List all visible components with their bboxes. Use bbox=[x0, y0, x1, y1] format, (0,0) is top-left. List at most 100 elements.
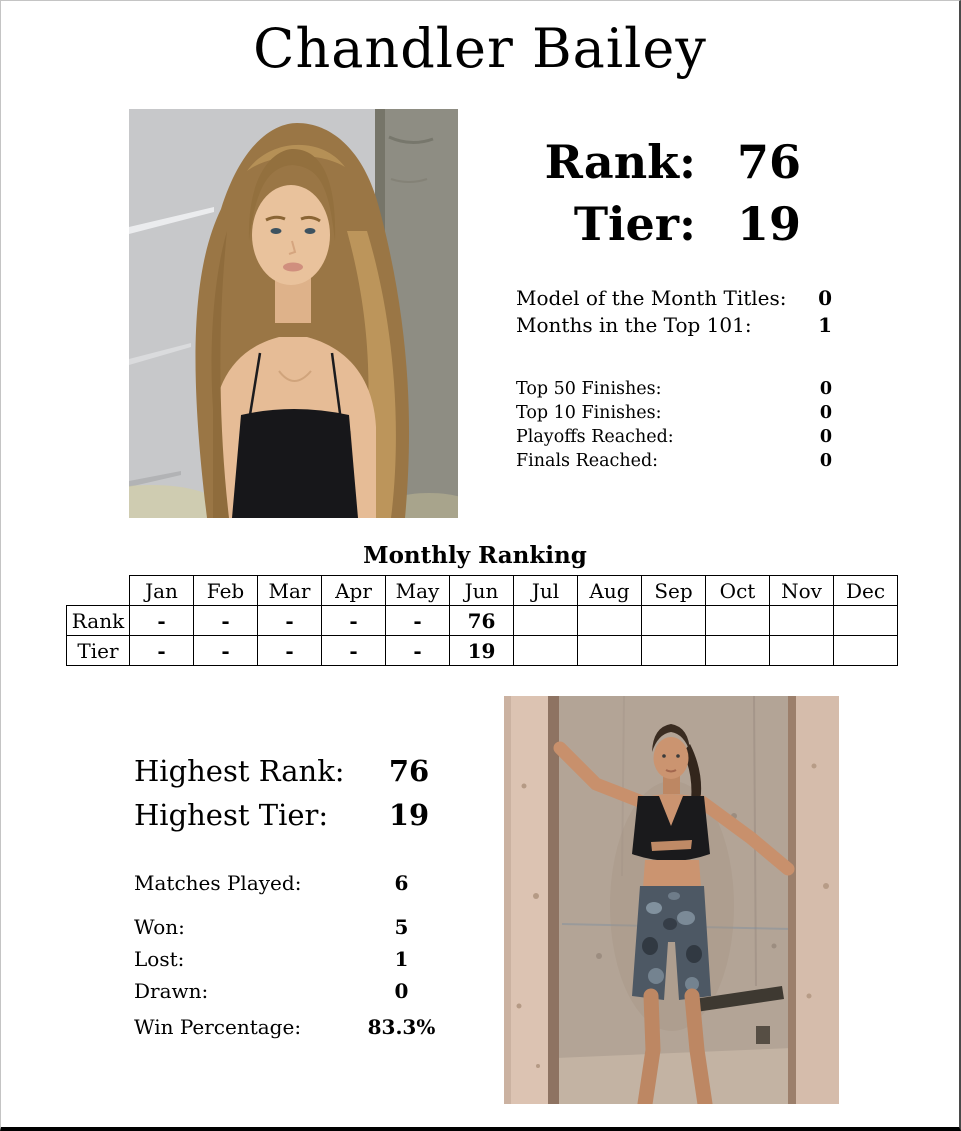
highest-tier-label: Highest Tier: bbox=[134, 798, 329, 832]
rank-cell: 76 bbox=[449, 605, 514, 636]
rank-value: 76 bbox=[736, 135, 801, 189]
portrait-photo-art bbox=[129, 109, 458, 518]
stat-label: Matches Played: bbox=[134, 871, 302, 895]
career-stats-primary: Model of the Month Titles: 0 Months in t… bbox=[516, 285, 832, 339]
rank-label: Rank: bbox=[544, 135, 696, 189]
rank-cell bbox=[513, 605, 578, 636]
rank-cell bbox=[769, 605, 834, 636]
rank-row: Rank: 76 bbox=[501, 131, 801, 193]
stat-value: 6 bbox=[394, 871, 409, 895]
stat-value: 83.3% bbox=[367, 1015, 436, 1039]
tier-label: Tier: bbox=[573, 197, 696, 251]
highest-tier-value: 19 bbox=[388, 798, 430, 832]
stat-row: Top 50 Finishes: 0 bbox=[516, 377, 832, 401]
tier-value: 19 bbox=[736, 197, 801, 251]
stat-row: Months in the Top 101: 1 bbox=[516, 312, 832, 339]
rank-cell bbox=[641, 605, 706, 636]
highest-panel: Highest Rank: 76 Highest Tier: 19 bbox=[134, 749, 449, 837]
tier-cell bbox=[513, 635, 578, 666]
stat-label: Drawn: bbox=[134, 979, 209, 1003]
stat-label: Top 10 Finishes: bbox=[516, 403, 662, 423]
month-header: Jun bbox=[449, 575, 514, 606]
full-body-photo-art bbox=[504, 696, 839, 1104]
month-header: Dec bbox=[833, 575, 898, 606]
rank-tier-panel: Rank: 76 Tier: 19 bbox=[501, 131, 801, 255]
tier-cell bbox=[769, 635, 834, 666]
month-header: Nov bbox=[769, 575, 834, 606]
month-header: Feb bbox=[193, 575, 258, 606]
row-label: Rank bbox=[66, 605, 130, 636]
stat-row: Drawn: 0 bbox=[134, 979, 444, 1003]
table-header-row: Jan Feb Mar Apr May Jun Jul Aug Sep Oct … bbox=[67, 575, 898, 606]
stat-value: 5 bbox=[394, 915, 409, 939]
monthly-ranking-title: Monthly Ranking bbox=[363, 542, 587, 569]
stat-label: Lost: bbox=[134, 947, 185, 971]
tier-cell bbox=[833, 635, 898, 666]
stat-row: Top 10 Finishes: 0 bbox=[516, 401, 832, 425]
stat-value: 0 bbox=[819, 403, 832, 423]
month-header: Aug bbox=[577, 575, 642, 606]
rank-cell: - bbox=[257, 605, 322, 636]
tier-cell bbox=[577, 635, 642, 666]
stat-value: 0 bbox=[394, 979, 409, 1003]
stat-label: Won: bbox=[134, 915, 185, 939]
month-header: Jan bbox=[129, 575, 194, 606]
rank-cell: - bbox=[321, 605, 386, 636]
tier-cell: 19 bbox=[449, 635, 514, 666]
stat-row: Win Percentage: 83.3% bbox=[134, 1015, 444, 1039]
rank-cell: - bbox=[129, 605, 194, 636]
stat-row: Model of the Month Titles: 0 bbox=[516, 285, 832, 312]
tier-cell: - bbox=[321, 635, 386, 666]
highest-rank-value: 76 bbox=[388, 754, 430, 788]
month-header: Mar bbox=[257, 575, 322, 606]
month-header: Oct bbox=[705, 575, 770, 606]
career-stats-secondary: Top 50 Finishes: 0 Top 10 Finishes: 0 Pl… bbox=[516, 377, 832, 473]
tier-cell: - bbox=[385, 635, 450, 666]
tier-cell bbox=[705, 635, 770, 666]
stat-value: 1 bbox=[394, 947, 409, 971]
stat-value: 0 bbox=[819, 427, 832, 447]
highest-tier-row: Highest Tier: 19 bbox=[134, 793, 449, 837]
rank-table-row: Rank - - - - - 76 bbox=[66, 605, 898, 636]
full-body-photo bbox=[504, 696, 839, 1104]
month-header: Sep bbox=[641, 575, 706, 606]
stat-value: 0 bbox=[818, 286, 832, 310]
stat-label: Top 50 Finishes: bbox=[516, 379, 662, 399]
rank-cell: - bbox=[385, 605, 450, 636]
stat-row: Matches Played: 6 bbox=[134, 871, 444, 895]
rank-cell bbox=[705, 605, 770, 636]
tier-row: Tier: 19 bbox=[501, 193, 801, 255]
stat-label: Playoffs Reached: bbox=[516, 427, 674, 447]
month-header: Apr bbox=[321, 575, 386, 606]
stat-label: Months in the Top 101: bbox=[516, 313, 752, 337]
highest-rank-label: Highest Rank: bbox=[134, 754, 345, 788]
row-label: Tier bbox=[66, 635, 130, 666]
stat-row: Lost: 1 bbox=[134, 947, 444, 971]
tier-cell: - bbox=[257, 635, 322, 666]
tier-cell: - bbox=[193, 635, 258, 666]
rank-cell: - bbox=[193, 605, 258, 636]
stat-row: Finals Reached: 0 bbox=[516, 449, 832, 473]
stat-value: 0 bbox=[819, 451, 832, 471]
tier-table-row: Tier - - - - - 19 bbox=[66, 635, 898, 666]
tier-cell bbox=[641, 635, 706, 666]
portrait-photo bbox=[129, 109, 458, 518]
month-header: May bbox=[385, 575, 450, 606]
stat-value: 1 bbox=[818, 313, 832, 337]
stat-value: 0 bbox=[819, 379, 832, 399]
stat-label: Finals Reached: bbox=[516, 451, 659, 471]
stat-label: Model of the Month Titles: bbox=[516, 286, 787, 310]
career-stats: Model of the Month Titles: 0 Months in t… bbox=[516, 285, 832, 473]
stat-label: Win Percentage: bbox=[134, 1015, 302, 1039]
rank-cell bbox=[833, 605, 898, 636]
page-title: Chandler Bailey bbox=[253, 17, 707, 80]
tier-cell: - bbox=[129, 635, 194, 666]
month-header: Jul bbox=[513, 575, 578, 606]
stat-row: Won: 5 bbox=[134, 915, 444, 939]
stat-row: Playoffs Reached: 0 bbox=[516, 425, 832, 449]
table-corner-cell bbox=[67, 576, 130, 606]
highest-rank-row: Highest Rank: 76 bbox=[134, 749, 449, 793]
monthly-ranking-table: Jan Feb Mar Apr May Jun Jul Aug Sep Oct … bbox=[66, 575, 898, 666]
rank-cell bbox=[577, 605, 642, 636]
